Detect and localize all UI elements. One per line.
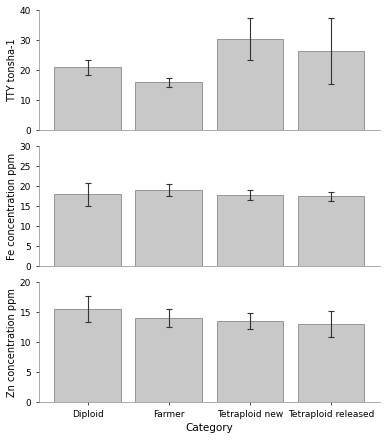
Bar	[135, 82, 202, 130]
Bar	[54, 309, 121, 402]
Bar	[54, 194, 121, 266]
Y-axis label: Fe concentration ppm: Fe concentration ppm	[7, 153, 17, 260]
Bar	[217, 195, 283, 266]
Y-axis label: Zn concentration ppm: Zn concentration ppm	[7, 288, 17, 397]
Bar	[298, 51, 364, 130]
Bar	[54, 67, 121, 130]
X-axis label: Category: Category	[185, 423, 233, 433]
Y-axis label: TTY tonsha-1: TTY tonsha-1	[7, 39, 17, 102]
Bar	[135, 191, 202, 266]
Bar	[298, 196, 364, 266]
Bar	[135, 318, 202, 402]
Bar	[217, 321, 283, 402]
Bar	[217, 39, 283, 130]
Bar	[298, 324, 364, 402]
